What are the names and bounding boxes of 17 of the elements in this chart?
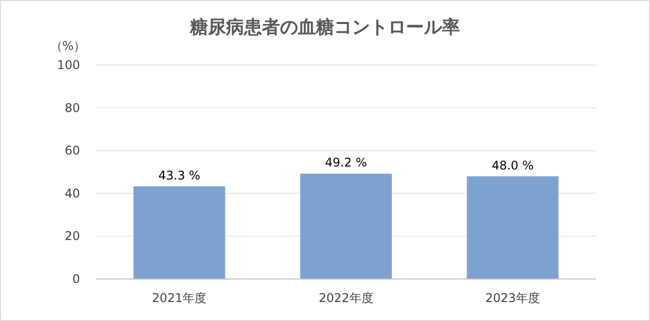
data-label: 48.0 % [492,158,534,172]
x-tick-label: 2021年度 [152,291,207,305]
x-tick-label: 2022年度 [318,291,374,305]
bar [466,176,558,279]
data-label: 43.3 % [158,168,200,182]
y-tick-label: 80 [64,100,80,115]
x-tick-label: 2023年度 [485,291,540,305]
y-axis-title: （%） [50,39,86,53]
y-tick-label: 0 [72,272,80,286]
bar [134,186,226,279]
y-tick-label: 40 [64,186,80,200]
chart-title: 糖尿病患者の血糖コントロール率 [189,17,460,38]
y-tick-label: 20 [64,229,80,244]
bar [300,174,392,279]
y-tick-label: 60 [64,144,80,158]
y-tick-label: 100 [57,58,80,72]
data-label: 49.2 % [325,156,367,170]
